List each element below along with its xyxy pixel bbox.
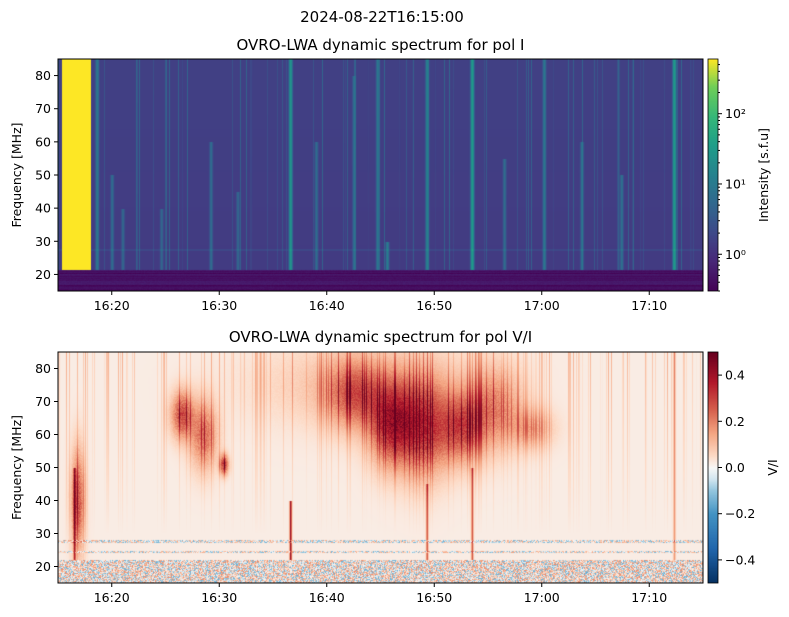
x-tick-label: 16:40 — [309, 298, 345, 313]
y-tick-label: 70 — [35, 101, 51, 116]
colorbar-tick-label: 0.4 — [725, 368, 745, 383]
colorbar-tick-label: 10² — [725, 106, 746, 121]
y-tick-label: 70 — [35, 394, 51, 409]
y-tick-label: 20 — [35, 267, 51, 282]
y-tick-label: 80 — [35, 361, 51, 376]
y-axis-label: Frequency [MHz] — [9, 415, 24, 520]
y-tick-label: 30 — [35, 234, 51, 249]
x-tick-label: 17:00 — [524, 590, 560, 605]
colorbar-tick-label: 0.2 — [725, 414, 745, 429]
colorbar-tick-label: 0.0 — [725, 460, 745, 475]
plot-frame — [57, 58, 704, 292]
x-tick-label: 16:20 — [94, 590, 130, 605]
x-tick-label: 17:10 — [631, 590, 667, 605]
top-plot-title: OVRO-LWA dynamic spectrum for pol I — [236, 36, 525, 54]
y-tick-label: 80 — [35, 68, 51, 83]
x-tick-label: 16:40 — [309, 590, 345, 605]
colorbar-label: V/I — [765, 459, 780, 475]
colorbar-tick-label: −0.2 — [725, 506, 755, 521]
y-tick-label: 30 — [35, 526, 51, 541]
x-tick-label: 16:50 — [416, 590, 452, 605]
stokes-i-spectrogram — [58, 59, 703, 291]
x-tick-label: 16:50 — [416, 298, 452, 313]
x-tick-label: 16:30 — [201, 298, 237, 313]
plot-frame — [57, 351, 704, 584]
x-tick-label: 17:00 — [524, 298, 560, 313]
y-tick-label: 60 — [35, 134, 51, 149]
vi-colorbar — [708, 352, 718, 583]
y-axis-label: Frequency [MHz] — [9, 122, 24, 227]
stokes-v-over-i-spectrogram — [58, 352, 703, 583]
x-tick-label: 16:30 — [201, 590, 237, 605]
x-tick-label: 16:20 — [94, 298, 130, 313]
y-tick-label: 50 — [35, 460, 51, 475]
y-tick-label: 50 — [35, 168, 51, 183]
colorbar-frame — [707, 351, 719, 584]
colorbar-label: Intensity [s.f.u] — [756, 128, 771, 222]
colorbar-tick-label: 10⁰ — [725, 247, 746, 262]
colorbar-tick-label: 10¹ — [725, 176, 746, 191]
figure-suptitle: 2024-08-22T16:15:00 — [300, 8, 464, 26]
bottom-plot-title: OVRO-LWA dynamic spectrum for pol V/I — [228, 328, 533, 346]
x-tick-label: 17:10 — [631, 298, 667, 313]
intensity-colorbar — [708, 59, 718, 291]
colorbar-frame — [707, 58, 719, 292]
y-tick-label: 60 — [35, 427, 51, 442]
y-tick-label: 40 — [35, 493, 51, 508]
colorbar-tick-label: −0.4 — [725, 552, 755, 567]
y-tick-label: 40 — [35, 201, 51, 216]
y-tick-label: 20 — [35, 559, 51, 574]
